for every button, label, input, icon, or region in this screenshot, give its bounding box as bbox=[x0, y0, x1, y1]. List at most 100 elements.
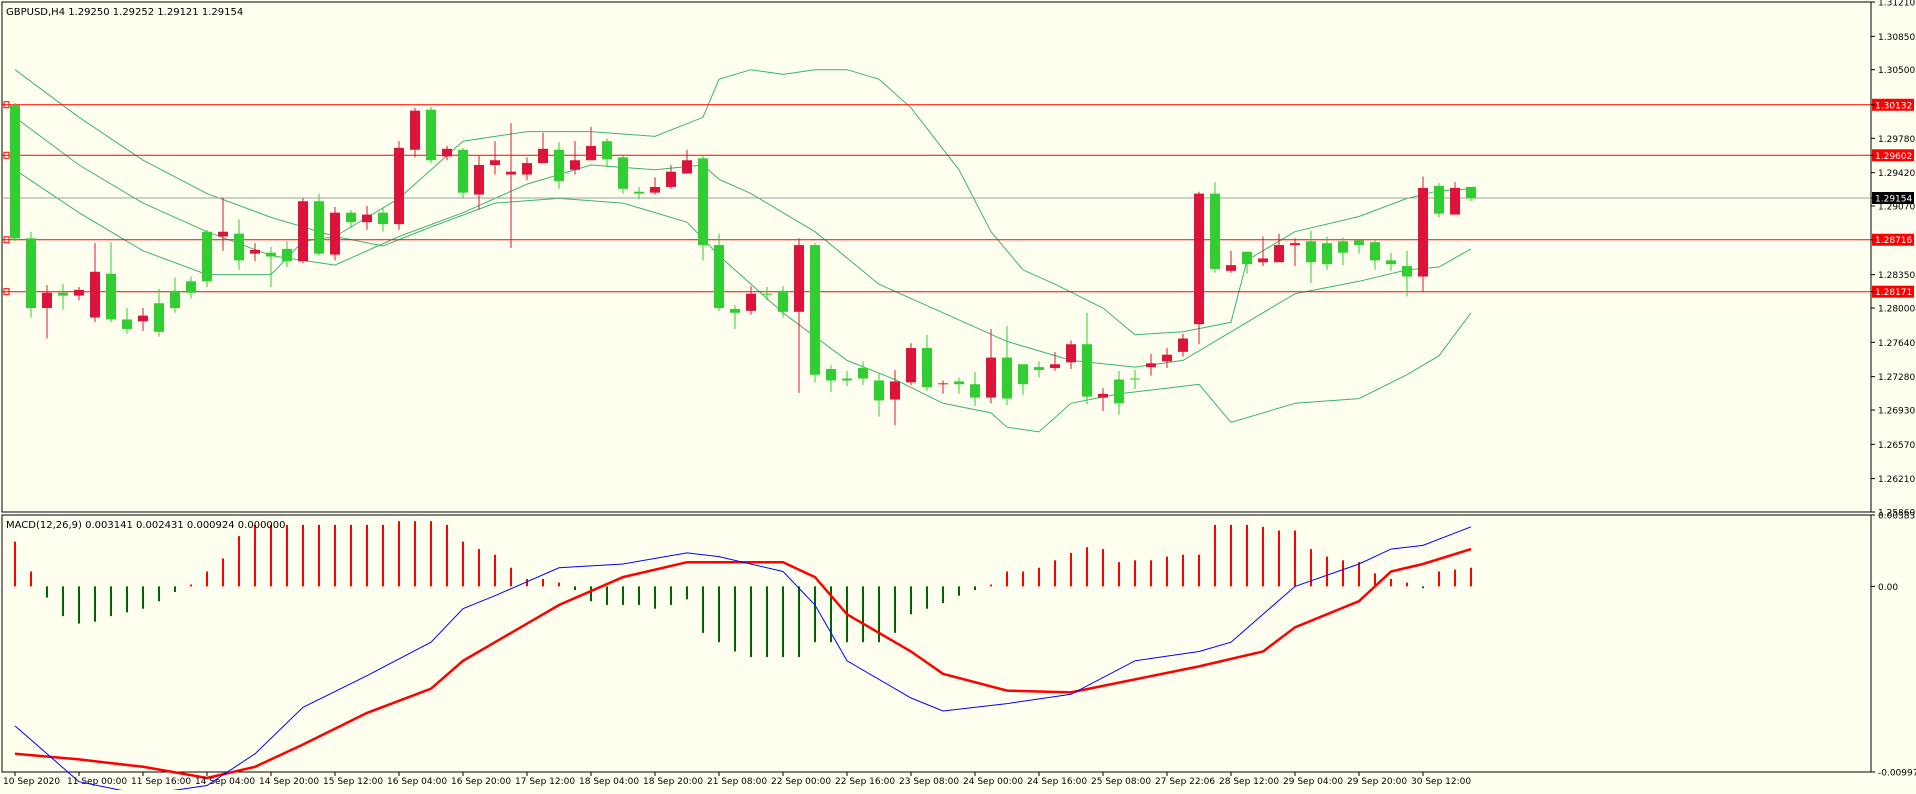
price-tick-label: 1.26930 bbox=[1878, 407, 1915, 417]
candles[interactable] bbox=[10, 103, 1476, 426]
candle-bear bbox=[362, 214, 372, 223]
price-tick-label: 1.26210 bbox=[1878, 475, 1915, 485]
candle-bull bbox=[170, 290, 180, 308]
candle-bull bbox=[842, 378, 852, 381]
candle-bear bbox=[938, 383, 948, 385]
candle-bear bbox=[330, 212, 340, 255]
time-tick-label: 17 Sep 12:00 bbox=[515, 777, 575, 787]
candle-bear bbox=[746, 293, 756, 311]
main-price-pane[interactable]: 1.30132 1.29602 1.28716 1.28171 1.31210 1.30… bbox=[1, 0, 1915, 519]
candle-bear bbox=[890, 381, 900, 400]
price-tick-label: 1.30500 bbox=[1878, 66, 1915, 76]
macd-pane-border bbox=[1, 514, 1872, 773]
candle-bull bbox=[426, 109, 436, 161]
time-tick-label: 16 Sep 20:00 bbox=[451, 777, 511, 787]
candle-bull bbox=[1130, 378, 1140, 380]
candle-bull bbox=[810, 245, 820, 375]
candle-bull bbox=[874, 380, 884, 401]
macd-axis: 0.003835 0.00 -0.009977 bbox=[1871, 512, 1916, 779]
time-tick-label: 14 Sep 04:00 bbox=[195, 777, 255, 787]
price-axis: 1.31210 1.30850 1.30500 1.29780 1.29420 1.290… bbox=[1871, 0, 1915, 519]
candle-bull bbox=[1034, 367, 1044, 370]
candle-bear bbox=[986, 357, 996, 398]
candle-bear bbox=[1098, 393, 1108, 398]
time-tick-label: 27 Sep 22:06 bbox=[1155, 777, 1215, 787]
time-tick-label: 21 Sep 08:00 bbox=[707, 777, 767, 787]
level-anchor-handle bbox=[3, 236, 10, 244]
candle-bear bbox=[74, 289, 84, 296]
bollinger-middle-line bbox=[14, 116, 1472, 368]
candle-bull bbox=[1018, 364, 1028, 385]
candle-bear bbox=[1450, 187, 1460, 215]
time-tick-label: 14 Sep 20:00 bbox=[259, 777, 319, 787]
candle-bear bbox=[298, 201, 308, 262]
candle-bull bbox=[202, 231, 212, 282]
candle-bull bbox=[826, 369, 836, 381]
candle-bear bbox=[586, 145, 596, 161]
candle-bear bbox=[538, 148, 548, 164]
candle-bull bbox=[730, 308, 740, 313]
candle-bull bbox=[186, 281, 196, 293]
macd-signal-line bbox=[14, 547, 1472, 780]
candle-bear bbox=[906, 348, 916, 383]
candle-bear bbox=[1258, 258, 1268, 263]
candle-bear bbox=[138, 315, 148, 322]
candle-bear bbox=[1290, 243, 1300, 246]
candle-bear bbox=[1418, 187, 1428, 277]
level-price-label: 1.30132 bbox=[1875, 101, 1912, 111]
price-tick-label: 1.27640 bbox=[1878, 339, 1915, 349]
candle-bull bbox=[10, 104, 20, 239]
price-tick-label: 1.27280 bbox=[1878, 373, 1915, 383]
candle-bull bbox=[554, 149, 564, 182]
time-tick-label: 15 Sep 12:00 bbox=[323, 777, 383, 787]
candle-bull bbox=[858, 368, 868, 379]
macd-pane[interactable]: 0.003835 0.00 -0.009977 MACD(12,26,9) 0.00… bbox=[1, 512, 1916, 794]
candle-bull bbox=[954, 381, 964, 385]
candle-bull bbox=[1434, 185, 1444, 214]
time-tick-label: 28 Sep 12:00 bbox=[1219, 777, 1279, 787]
price-tick-label: 1.31210 bbox=[1878, 0, 1915, 9]
candle-bear bbox=[90, 271, 100, 318]
candle-bull bbox=[58, 292, 68, 296]
candle-bear bbox=[570, 160, 580, 170]
candle-bear bbox=[394, 147, 404, 225]
candle-bull bbox=[1402, 266, 1412, 277]
price-tick-label: 1.28350 bbox=[1878, 271, 1915, 281]
candle-bull bbox=[266, 252, 276, 257]
level-price-label: 1.28716 bbox=[1875, 236, 1912, 246]
price-tick-label: 1.25860 bbox=[1878, 509, 1915, 519]
candle-bull bbox=[234, 233, 244, 261]
candle-bull bbox=[1242, 251, 1252, 265]
candle-bear bbox=[1178, 338, 1188, 352]
candle-bear bbox=[1162, 354, 1172, 362]
level-price-label: 1.29602 bbox=[1875, 152, 1912, 162]
candle-bear bbox=[218, 231, 228, 237]
candle-bull bbox=[346, 212, 356, 223]
time-tick-label: 10 Sep 2020 bbox=[3, 777, 60, 787]
candle-bull bbox=[762, 293, 772, 295]
candle-bear bbox=[794, 245, 804, 312]
level-price-tag bbox=[1872, 98, 1914, 111]
time-tick-label: 22 Sep 00:00 bbox=[771, 777, 831, 787]
time-tick-label: 29 Sep 04:00 bbox=[1283, 777, 1343, 787]
macd-tick-label: 0.003835 bbox=[1878, 512, 1916, 522]
candle-bear bbox=[666, 171, 676, 187]
candle-bear bbox=[682, 160, 692, 174]
level-price-tag bbox=[1872, 285, 1914, 298]
candle-bull bbox=[1354, 240, 1364, 246]
horizontal-levels[interactable]: 1.30132 1.29602 1.28716 1.28171 bbox=[2, 98, 1914, 298]
level-anchor-handle bbox=[3, 101, 10, 109]
candle-bear bbox=[250, 249, 260, 254]
candle-bull bbox=[26, 238, 36, 308]
time-tick-label: 29 Sep 20:00 bbox=[1347, 777, 1407, 787]
candle-bear bbox=[410, 110, 420, 150]
candle-bear bbox=[1194, 193, 1204, 325]
price-tick-label: 1.29420 bbox=[1878, 169, 1915, 179]
level-price-tag bbox=[1872, 149, 1914, 162]
bollinger-upper-line bbox=[14, 69, 1472, 336]
level-anchor-handle bbox=[3, 151, 10, 159]
level-price-label: 1.28171 bbox=[1875, 288, 1912, 298]
time-tick-label: 18 Sep 20:00 bbox=[643, 777, 703, 787]
